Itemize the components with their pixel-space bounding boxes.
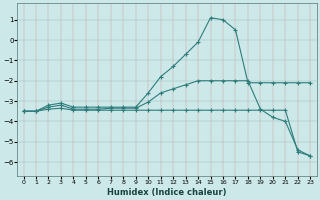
X-axis label: Humidex (Indice chaleur): Humidex (Indice chaleur) [107,188,227,197]
